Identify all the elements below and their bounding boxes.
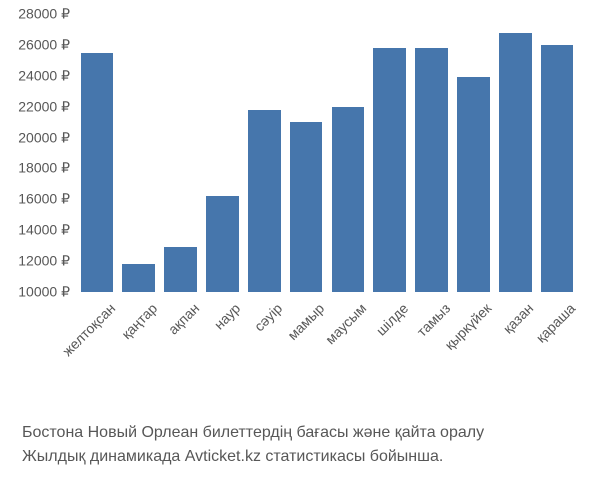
y-tick-label: 14000 ₽ [18, 222, 70, 239]
bar [332, 107, 365, 292]
y-tick-label: 22000 ₽ [18, 98, 70, 115]
y-tick-label: 20000 ₽ [18, 129, 70, 146]
y-tick-label: 12000 ₽ [18, 253, 70, 270]
bar [290, 122, 323, 292]
bar [373, 48, 406, 292]
bar [122, 264, 155, 292]
y-tick-label: 16000 ₽ [18, 191, 70, 208]
y-tick-label: 10000 ₽ [18, 284, 70, 301]
y-tick-label: 18000 ₽ [18, 160, 70, 177]
bar [499, 33, 532, 292]
bar [541, 45, 574, 292]
y-tick-label: 24000 ₽ [18, 67, 70, 84]
bar [164, 247, 197, 292]
caption-line-2: Жылдық динамикада Avticket.kz статистика… [22, 448, 443, 466]
bar [415, 48, 448, 292]
y-tick-label: 28000 ₽ [18, 6, 70, 23]
bar [81, 53, 114, 292]
plot-area [76, 14, 578, 292]
price-chart: 10000 ₽ 12000 ₽ 14000 ₽ 16000 ₽ 18000 ₽ 20000… [0, 0, 600, 500]
y-tick-label: 26000 ₽ [18, 36, 70, 53]
bar [206, 196, 239, 292]
bar [248, 110, 281, 292]
caption-line-1: Бостона Новый Орлеан билеттердің бағасы … [22, 424, 484, 442]
bar [457, 77, 490, 292]
